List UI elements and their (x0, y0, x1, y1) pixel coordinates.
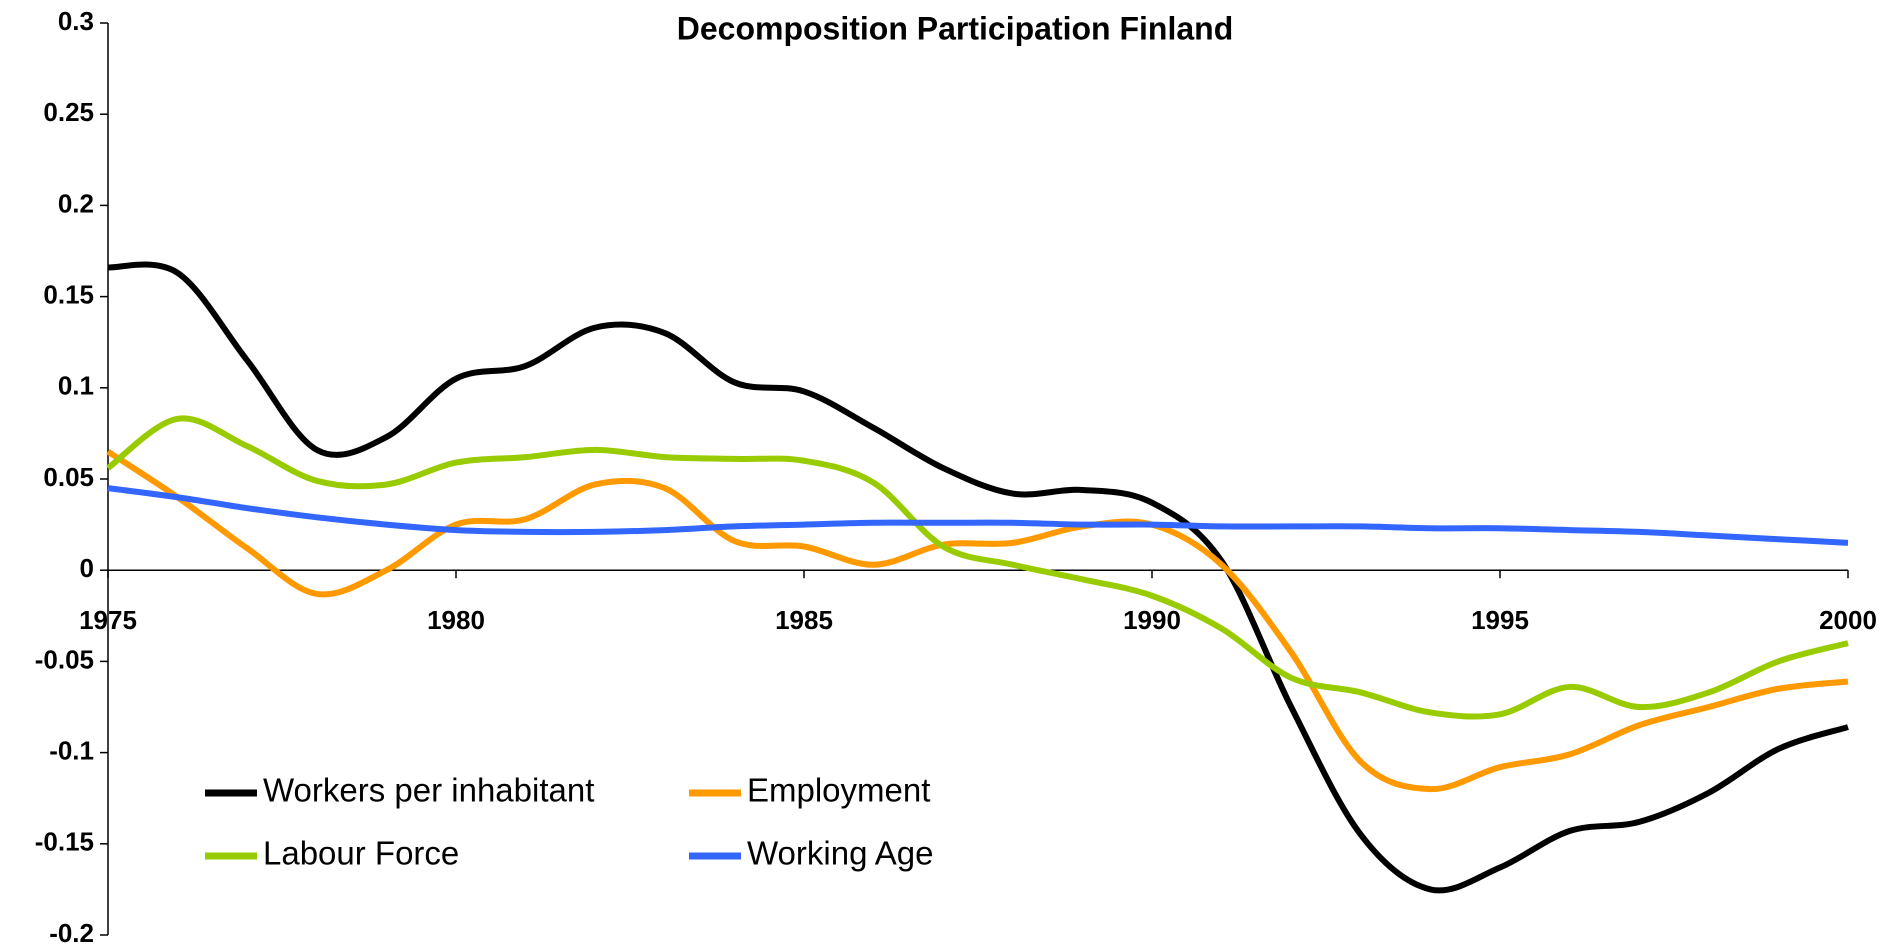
line (106, 415, 1849, 720)
x-tick-label: 2000 (1819, 605, 1877, 635)
legend-label: Working Age (747, 835, 934, 872)
y-tick-label: -0.1 (49, 735, 94, 765)
x-tick-label: 1990 (1123, 605, 1181, 635)
y-tick-label: 0.1 (58, 371, 94, 401)
y-tick-label: 0.15 (43, 279, 94, 309)
legend-label: Workers per inhabitant (263, 772, 594, 809)
legend-label: Employment (747, 772, 930, 809)
x-tick-label: 1995 (1471, 605, 1529, 635)
line (107, 485, 1849, 546)
y-tick-label: 0.2 (58, 188, 94, 218)
legend-label: Labour Force (263, 835, 459, 872)
x-tick-label: 1975 (79, 605, 137, 635)
line (106, 449, 1849, 793)
line (107, 261, 1849, 894)
x-tick-label: 1985 (775, 605, 833, 635)
y-tick-label: 0 (80, 553, 94, 583)
y-tick-label: -0.05 (35, 644, 94, 674)
y-tick-label: 0.25 (43, 97, 94, 127)
y-tick-label: -0.2 (49, 918, 94, 948)
chart-title: Decomposition Participation Finland (677, 10, 1233, 46)
y-tick-label: 0.3 (58, 6, 94, 36)
y-tick-label: -0.15 (35, 827, 94, 857)
x-tick-label: 1980 (427, 605, 485, 635)
y-tick-label: 0.05 (43, 462, 94, 492)
